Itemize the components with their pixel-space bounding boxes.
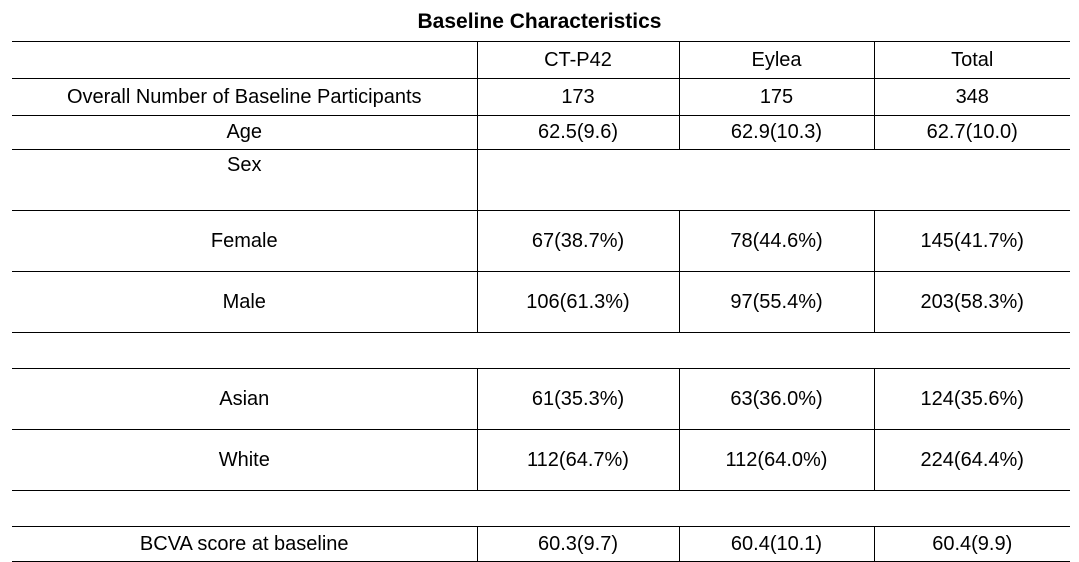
table-title: Baseline Characteristics	[417, 10, 662, 33]
cell-asian-eylea: 63(36.0%)	[678, 368, 875, 430]
table-row: BCVA score at baseline 60.3(9.7) 60.4(10…	[12, 526, 1070, 562]
spacer-row	[12, 490, 1070, 527]
cell-age-ct-p42: 62.5(9.6)	[476, 115, 680, 150]
column-header-total: Total	[873, 41, 1070, 79]
header-row: CT-P42 Eylea Total	[12, 41, 1070, 79]
cell-age-total: 62.7(10.0)	[873, 115, 1070, 150]
column-header-ct-p42: CT-P42	[476, 41, 680, 79]
cell-bcva-eylea: 60.4(10.1)	[678, 526, 875, 562]
cell-white-ct-p42: 112(64.7%)	[476, 429, 680, 491]
cell-male-total: 203(58.3%)	[873, 271, 1070, 333]
row-label-age: Age	[12, 115, 477, 150]
row-label-white: White	[12, 429, 477, 491]
baseline-characteristics-table: CT-P42 Eylea Total Overall Number of Bas…	[12, 41, 1070, 562]
sex-blank-cell	[476, 149, 1070, 211]
table-row: Sex	[12, 149, 1070, 211]
row-label-bcva: BCVA score at baseline	[12, 526, 477, 562]
cell-participants-eylea: 175	[678, 78, 875, 116]
spacer-row	[12, 332, 1070, 369]
cell-male-ct-p42: 106(61.3%)	[476, 271, 680, 333]
row-label-participants: Overall Number of Baseline Participants	[12, 78, 477, 116]
cell-participants-total: 348	[873, 78, 1070, 116]
cell-bcva-ct-p42: 60.3(9.7)	[476, 526, 680, 562]
row-label-asian: Asian	[12, 368, 477, 430]
cell-white-total: 224(64.4%)	[873, 429, 1070, 491]
column-header-eylea: Eylea	[678, 41, 875, 79]
row-label-male: Male	[12, 271, 477, 333]
cell-participants-ct-p42: 173	[476, 78, 680, 116]
cell-bcva-total: 60.4(9.9)	[873, 526, 1070, 562]
table-row: Female 67(38.7%) 78(44.6%) 145(41.7%)	[12, 210, 1070, 272]
table-row: Overall Number of Baseline Participants …	[12, 78, 1070, 116]
cell-white-eylea: 112(64.0%)	[678, 429, 875, 491]
table-row: Age 62.5(9.6) 62.9(10.3) 62.7(10.0)	[12, 115, 1070, 150]
table-row: Asian 61(35.3%) 63(36.0%) 124(35.6%)	[12, 368, 1070, 430]
row-label-sex: Sex	[12, 149, 477, 211]
cell-male-eylea: 97(55.4%)	[678, 271, 875, 333]
header-blank-cell	[12, 41, 477, 79]
cell-female-eylea: 78(44.6%)	[678, 210, 875, 272]
spacer-cell	[12, 490, 1070, 527]
row-label-female: Female	[12, 210, 477, 272]
spacer-cell	[12, 332, 1070, 369]
table-row: White 112(64.7%) 112(64.0%) 224(64.4%)	[12, 429, 1070, 491]
table-row: Male 106(61.3%) 97(55.4%) 203(58.3%)	[12, 271, 1070, 333]
cell-female-ct-p42: 67(38.7%)	[476, 210, 680, 272]
cell-age-eylea: 62.9(10.3)	[678, 115, 875, 150]
cell-asian-ct-p42: 61(35.3%)	[476, 368, 680, 430]
cell-female-total: 145(41.7%)	[873, 210, 1070, 272]
cell-asian-total: 124(35.6%)	[873, 368, 1070, 430]
